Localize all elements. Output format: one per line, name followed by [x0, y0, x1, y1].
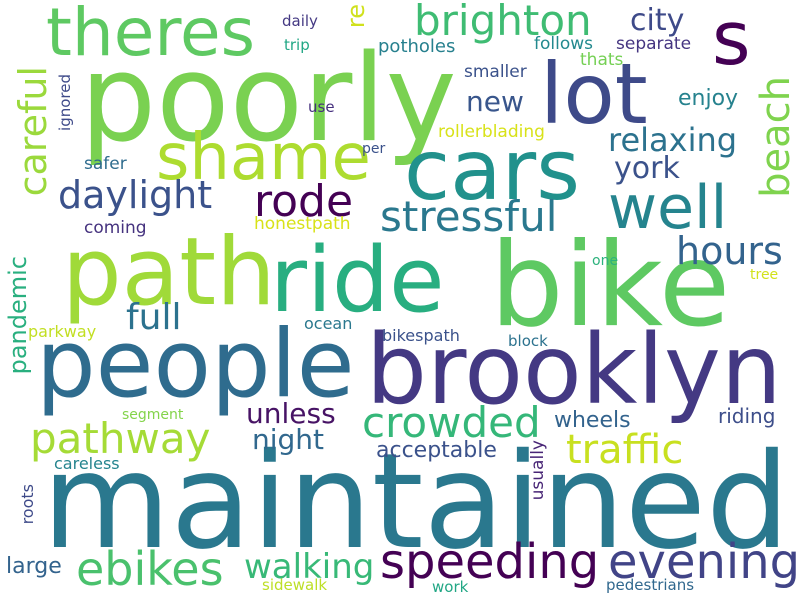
word-enjoy: enjoy [678, 86, 739, 111]
word-careful: careful [11, 66, 55, 197]
word-smaller: smaller [464, 62, 527, 82]
word-one: one [592, 253, 619, 269]
word-evening: evening [608, 534, 800, 590]
word-ocean: ocean [304, 314, 353, 333]
word-shame: shame [156, 121, 371, 195]
word-hours: hours [676, 229, 783, 273]
word-use: use [308, 98, 335, 116]
word-lot: lot [540, 45, 648, 143]
word-new: new [466, 85, 524, 118]
word-rode: rode [254, 176, 354, 227]
word-maintained: maintained [42, 425, 790, 579]
word-bike: bike [490, 218, 731, 353]
word-work: work [432, 578, 469, 596]
word-block: block [508, 332, 548, 350]
word-ride: ride [270, 228, 445, 333]
word-poorly: poorly [80, 30, 457, 169]
word-night: night [252, 423, 325, 456]
word-daylight: daylight [58, 173, 213, 217]
word-theres: theres [46, 0, 255, 71]
word-path: path [62, 218, 276, 327]
word-pedestrians: pedestrians [606, 576, 695, 594]
word-re: re [342, 4, 370, 29]
word-ebikes: ebikes [76, 542, 224, 596]
word-pandemic: pandemic [4, 256, 32, 375]
word-honestpath: honestpath [254, 214, 351, 234]
word-rollerblading: rollerblading [438, 122, 545, 142]
word-thats: thats [580, 50, 624, 70]
word-full: full [126, 297, 182, 338]
word-brighton: brighton [414, 0, 592, 45]
word-cars: cars [404, 121, 580, 219]
word-segment: segment [122, 407, 184, 423]
word-sidewalk: sidewalk [262, 576, 328, 594]
word-usually: usually [528, 440, 548, 501]
word-daily: daily [282, 12, 318, 30]
word-unless: unless [246, 397, 336, 430]
word-large: large [6, 554, 62, 579]
word-roots: roots [18, 484, 37, 525]
word-follows: follows [534, 34, 593, 54]
word-parkway: parkway [28, 322, 97, 341]
word-acceptable: acceptable [376, 438, 497, 463]
word-speeding: speeding [380, 534, 600, 590]
word-york: york [614, 151, 680, 186]
word-s: s [712, 0, 751, 82]
word-relaxing: relaxing [608, 121, 738, 159]
word-safer: safer [84, 154, 127, 174]
word-stressful: stressful [380, 192, 558, 241]
word-people: people [36, 310, 355, 419]
word-coming: coming [84, 218, 147, 238]
word-beach: beach [753, 76, 799, 198]
word-separate: separate [616, 34, 692, 54]
word-well: well [608, 173, 728, 243]
word-trip: trip [284, 36, 310, 54]
word-pathway: pathway [30, 414, 211, 463]
word-crowded: crowded [362, 398, 541, 447]
word-traffic: traffic [566, 427, 684, 473]
word-riding: riding [718, 404, 776, 428]
word-bikespath: bikespath [382, 326, 460, 345]
word-tree: tree [750, 267, 779, 283]
word-per: per [362, 141, 386, 157]
word-careless: careless [54, 454, 120, 473]
word-walking: walking [244, 547, 375, 587]
word-ignored: ignored [56, 74, 74, 131]
word-wheels: wheels [554, 408, 631, 433]
word-city: city [630, 3, 685, 38]
word-potholes: potholes [378, 36, 456, 57]
word-brooklyn: brooklyn [366, 314, 782, 426]
